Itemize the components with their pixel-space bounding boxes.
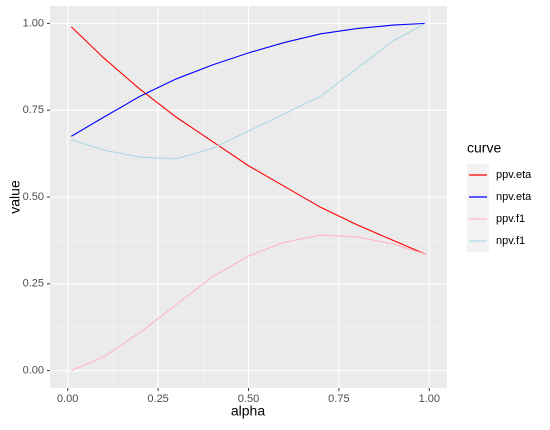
line (71, 22, 426, 160)
legend-label: ppv.eta (496, 169, 532, 181)
legend-title: curve (467, 140, 501, 156)
legend-label: npv.f1 (496, 235, 525, 247)
line (71, 234, 426, 372)
x-axis-title: alpha (231, 403, 265, 419)
x-tick-label: 0.50 (238, 393, 259, 405)
y-tick-label: 0.75 (23, 104, 44, 116)
legend-label: npv.eta (496, 191, 532, 203)
x-tick-label: 0.00 (57, 393, 78, 405)
x-tick-label: 0.75 (328, 393, 349, 405)
line (71, 22, 426, 137)
y-tick-label: 1.00 (23, 17, 44, 29)
x-tick-label: 1.00 (419, 393, 440, 405)
x-tick-label: 0.25 (147, 393, 168, 405)
y-axis-title: value (7, 180, 23, 214)
line (70, 26, 426, 255)
y-tick-label: 0.25 (23, 278, 44, 290)
y-tick-label: 0.00 (23, 365, 44, 377)
y-tick-label: 0.50 (23, 191, 44, 203)
legend-label: ppv.f1 (496, 213, 525, 225)
